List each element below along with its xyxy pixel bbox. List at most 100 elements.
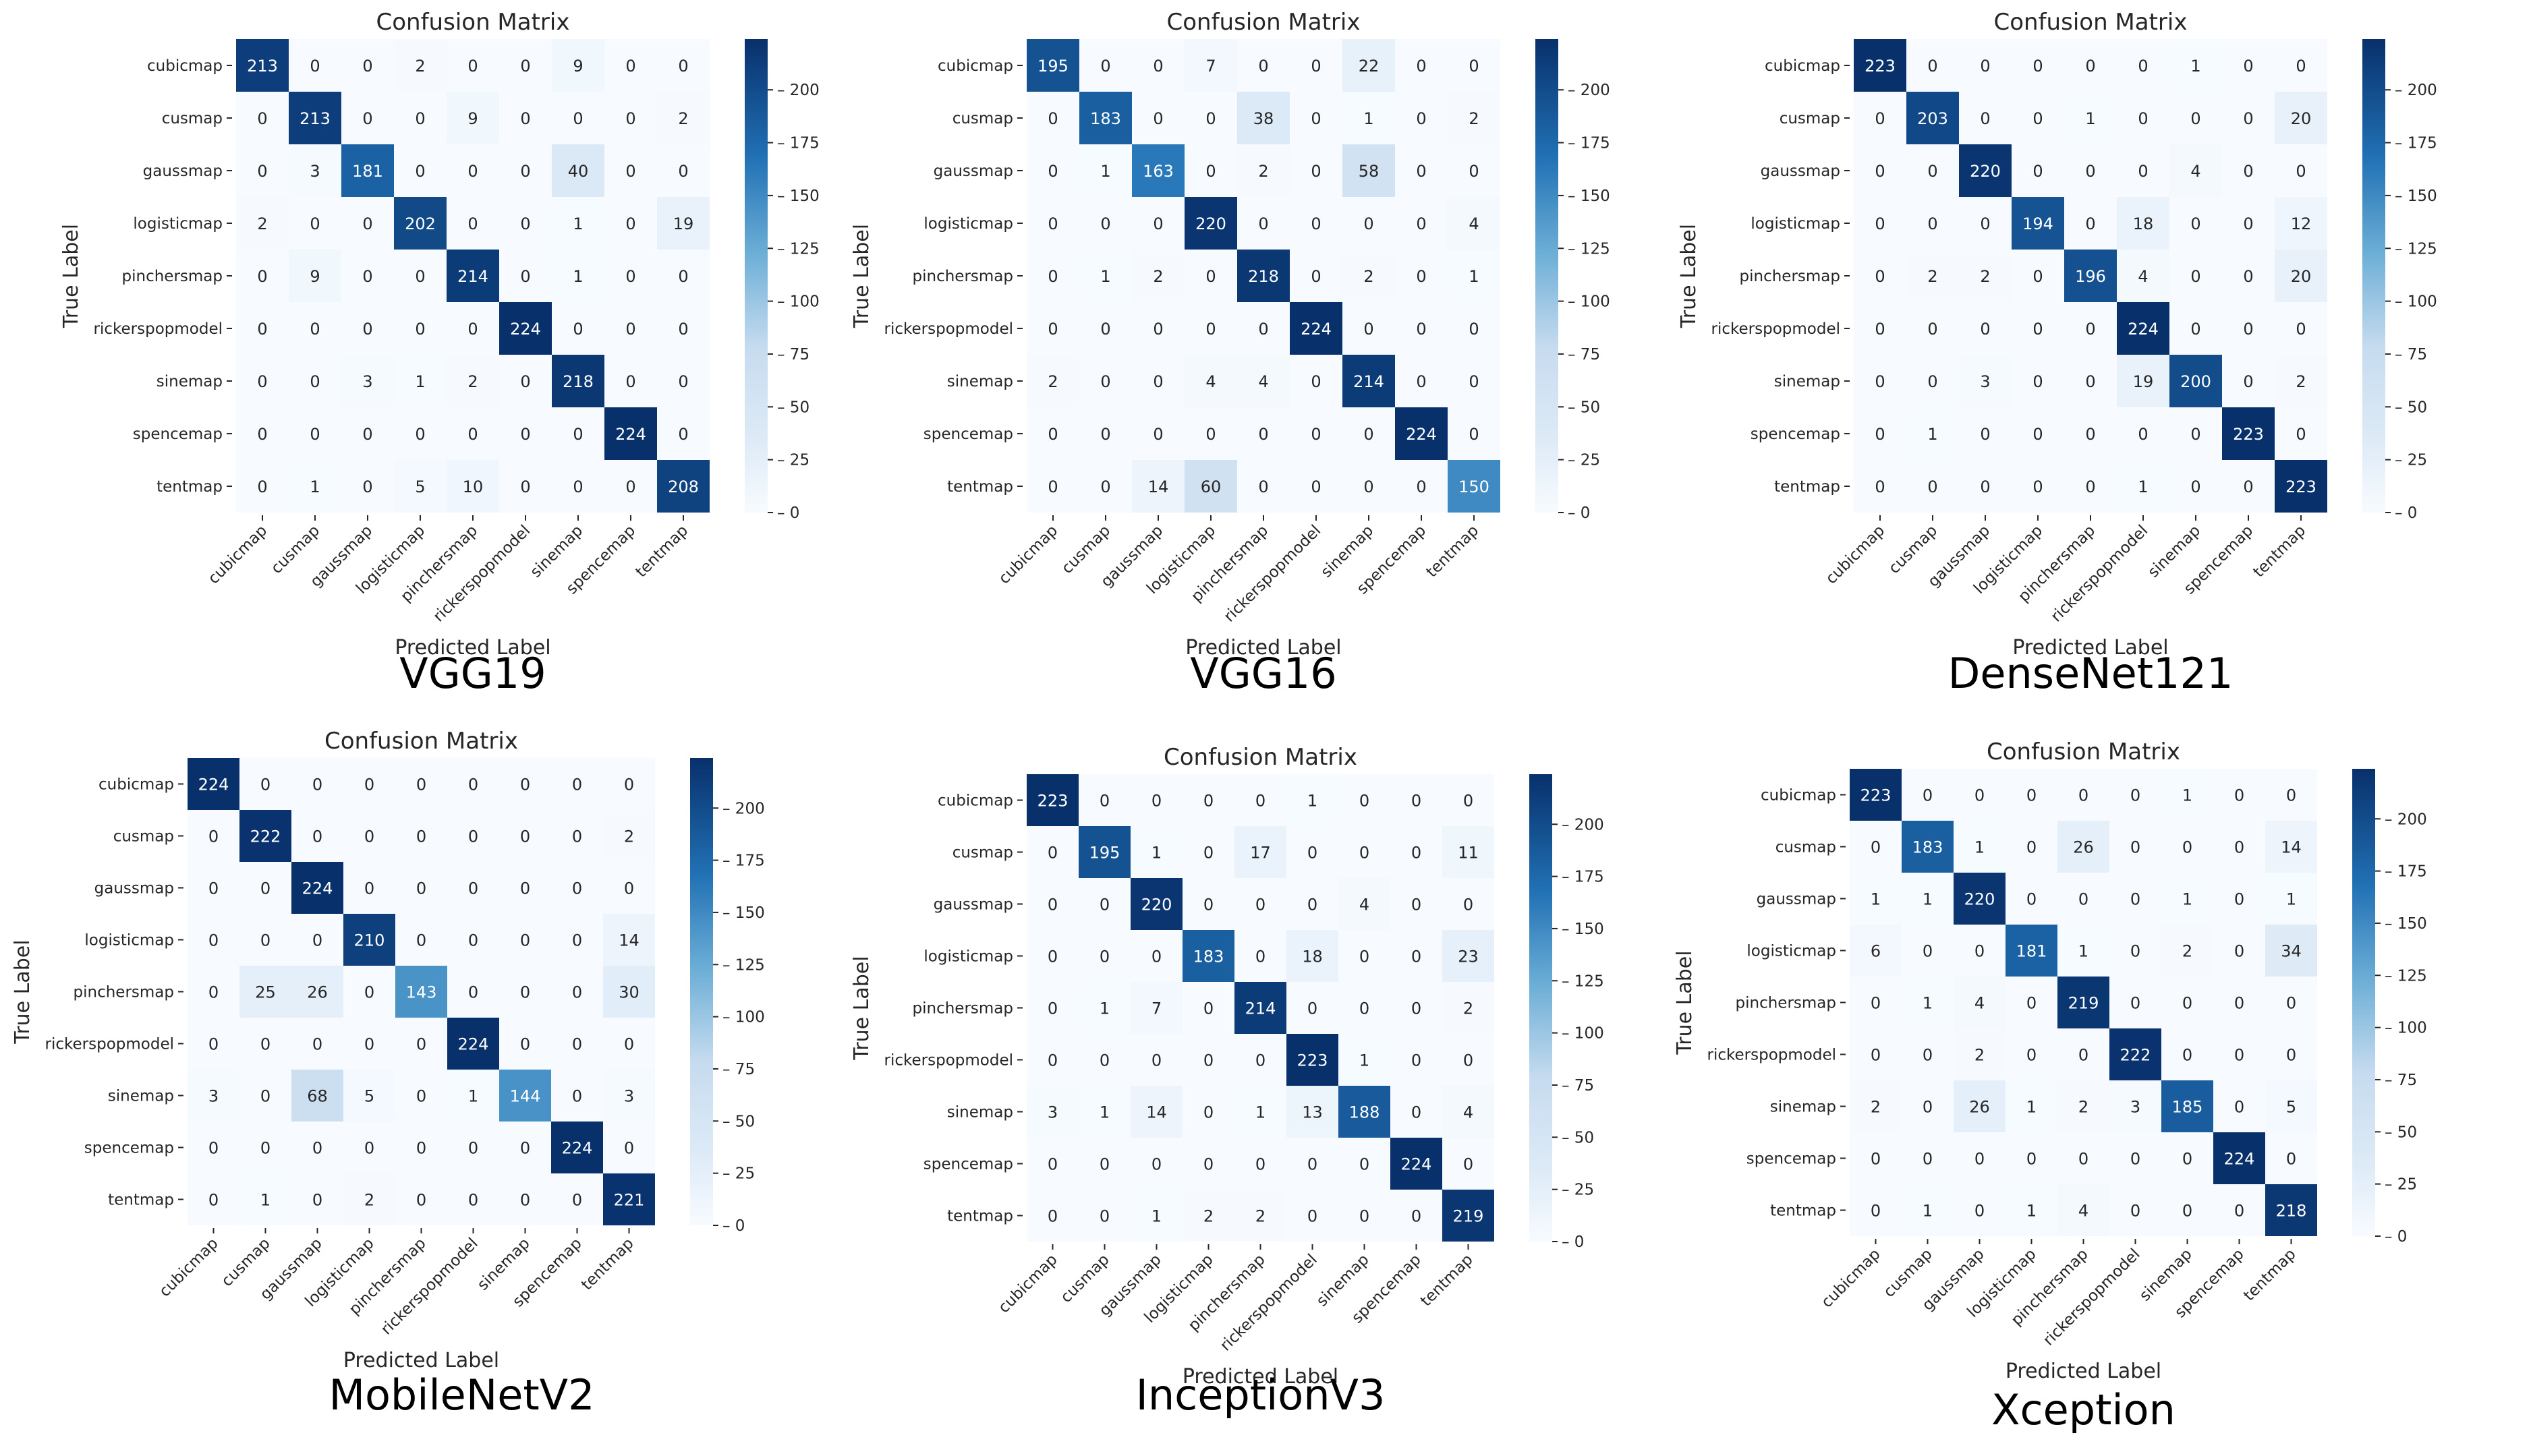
heatmap-cell-r5-c4	[395, 1018, 447, 1070]
heatmap-cell-r0-c3	[343, 758, 395, 810]
heatmap-cell-r4-c7	[2222, 250, 2275, 302]
cell-value-r1-c6: 0	[520, 827, 530, 846]
heatmap-cell-r4-c4	[447, 250, 499, 302]
colorbar-tick-label: – 25	[1568, 452, 1600, 469]
heatmap-cell-r0-c1	[1079, 774, 1131, 826]
cell-value-r5-c5: 224	[1301, 320, 1332, 339]
cell-value-r7-c0: 0	[1048, 425, 1058, 444]
cell-value-r8-c3: 1	[2026, 1202, 2037, 1221]
heatmap-cell-r5-c6	[2169, 302, 2222, 355]
cell-value-r4-c2: 26	[307, 983, 328, 1002]
cell-value-r8-c5: 0	[2130, 1202, 2140, 1221]
heatmap-cell-r2-c2	[341, 144, 394, 197]
cell-value-r4-c6: 1	[573, 267, 583, 286]
cell-value-r4-c7: 0	[1411, 999, 1421, 1018]
heatmap-cell-r7-c6	[1338, 1138, 1390, 1190]
heatmap-cell-r7-c2	[1959, 407, 2012, 460]
heatmap-cell-r4-c3	[343, 966, 395, 1018]
heatmap-cell-r1-c5	[447, 810, 499, 862]
heatmap-cell-r4-c6	[1338, 982, 1390, 1034]
heatmap-cell-r5-c7	[604, 302, 657, 355]
heatmap-cell-r8-c4	[1234, 1190, 1286, 1242]
colorbar-tick-label: – 50	[1568, 399, 1600, 416]
heatmap-cell-r3-c1	[1079, 930, 1131, 982]
heatmap-cell-r4-c4	[395, 966, 447, 1018]
cell-value-r6-c3: 5	[364, 1087, 374, 1106]
cell-value-r3-c8: 19	[673, 214, 694, 233]
cell-value-r0-c8: 0	[624, 776, 634, 794]
y-tick-label: gaussmap	[934, 163, 1013, 180]
heatmap-cell-r3-c4	[1237, 197, 1290, 250]
cell-value-r5-c1: 0	[1923, 1046, 1933, 1065]
heatmap-cell-r4-c2	[1959, 250, 2012, 302]
cell-value-r8-c3: 60	[1201, 477, 1222, 496]
heatmap-cell-r8-c1	[1906, 460, 1959, 513]
cell-value-r4-c6: 0	[2182, 994, 2192, 1013]
cell-value-r3-c1: 0	[1100, 214, 1110, 233]
heatmap-cell-r7-c1	[239, 1122, 291, 1173]
cell-value-r4-c1: 9	[310, 267, 320, 286]
cell-value-r8-c5: 0	[1307, 1207, 1317, 1226]
heatmap-cell-r1-c3	[1185, 92, 1237, 144]
cell-value-r5-c2: 0	[1153, 320, 1163, 339]
heatmap-cell-r7-c3	[394, 407, 447, 460]
heatmap-cell-r1-c8	[2275, 92, 2327, 144]
cell-value-r1-c7: 0	[2243, 109, 2253, 128]
cell-value-r2-c1: 1	[1100, 162, 1110, 181]
cell-value-r2-c8: 0	[624, 879, 634, 898]
heatmap-cell-r6-c7	[1395, 355, 1448, 407]
heatmap-cell-r5-c0	[1854, 302, 1906, 355]
model-name-caption: MobileNetV2	[329, 1370, 594, 1420]
x-tick-label: rickerspopmodel	[1220, 522, 1324, 626]
colorbar-tick-label: – 200	[2385, 811, 2427, 828]
cell-value-r4-c5: 0	[1307, 999, 1317, 1018]
heatmap-cell-r4-c4	[2064, 250, 2117, 302]
cell-value-r8-c1: 1	[1923, 1202, 1933, 1221]
cell-value-r7-c2: 0	[1980, 425, 1990, 444]
cell-value-r1-c5: 0	[468, 827, 478, 846]
cell-value-r2-c2: 220	[1141, 896, 1172, 914]
heatmap-cell-r8-c0	[188, 1173, 239, 1225]
cell-value-r2-c1: 0	[1100, 896, 1110, 914]
cell-value-r3-c6: 0	[520, 931, 530, 950]
heatmap-cell-r2-c3	[1183, 878, 1234, 930]
cell-value-r1-c3: 0	[364, 827, 374, 846]
heatmap-cell-r0-c1	[1906, 39, 1959, 92]
heatmap-cell-r6-c3	[2012, 355, 2064, 407]
cell-value-r8-c4: 0	[1258, 477, 1268, 496]
heatmap-cell-r2-c5	[2109, 873, 2161, 925]
cell-value-r7-c8: 0	[1463, 1155, 1473, 1174]
cell-value-r7-c4: 0	[1255, 1155, 1266, 1174]
cell-value-r2-c2: 220	[1964, 890, 1995, 909]
heatmap-cell-r8-c0	[1854, 460, 1906, 513]
cell-value-r8-c5: 0	[1311, 477, 1321, 496]
cell-value-r4-c1: 1	[1100, 999, 1110, 1018]
cell-value-r3-c1: 0	[1100, 948, 1110, 966]
cell-value-r4-c8: 1	[1469, 267, 1479, 286]
heatmap-cell-r2-c0	[1850, 873, 1902, 925]
cell-value-r8-c5: 1	[2138, 477, 2148, 496]
heatmap-cell-r8-c0	[1027, 460, 1079, 513]
y-axis-label: True Label	[59, 224, 83, 328]
cell-value-r4-c2: 7	[1151, 999, 1162, 1018]
cell-value-r2-c2: 220	[1970, 162, 2001, 181]
heatmap-cell-r2-c8	[2275, 144, 2327, 197]
cell-value-r7-c0: 0	[1875, 425, 1885, 444]
cell-value-r7-c7: 224	[562, 1139, 593, 1158]
cell-value-r6-c8: 3	[624, 1087, 634, 1106]
chart-title: Confusion Matrix	[376, 9, 570, 36]
y-tick-label: logisticmap	[1751, 215, 1840, 233]
y-tick-label: tentmap	[1770, 1202, 1836, 1220]
y-tick-label: gaussmap	[143, 163, 223, 180]
cell-value-r0-c8: 0	[2286, 786, 2296, 805]
heatmap-cell-r1-c5	[499, 92, 552, 144]
heatmap-cell-r5-c3	[2006, 1028, 2057, 1080]
heatmap-cell-r2-c6	[1338, 878, 1390, 930]
heatmap-cell-r8-c6	[2161, 1184, 2213, 1236]
cell-value-r0-c6: 22	[1359, 57, 1380, 76]
cell-value-r7-c1: 0	[1923, 1150, 1933, 1169]
cell-value-r1-c4: 0	[416, 827, 426, 846]
y-tick-label: pinchersmap	[1740, 268, 1840, 285]
cell-value-r0-c4: 0	[2078, 786, 2088, 805]
cell-value-r2-c8: 1	[2286, 890, 2296, 909]
